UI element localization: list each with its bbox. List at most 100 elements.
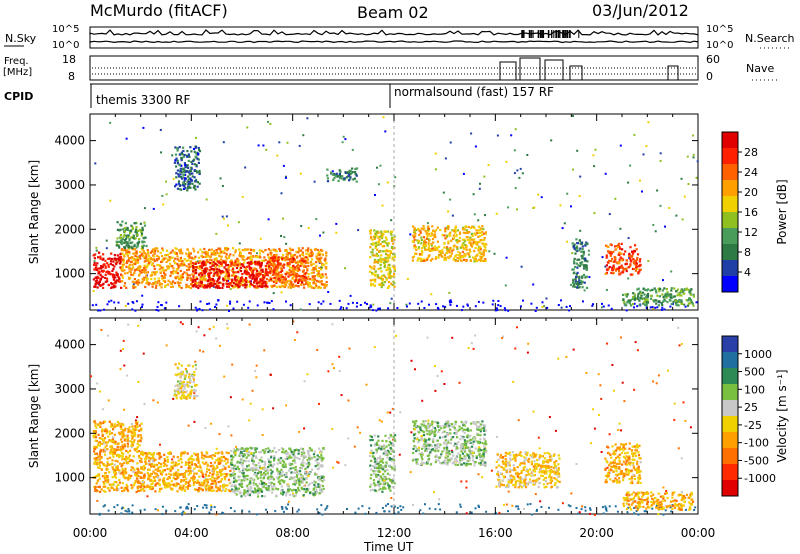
echo-cell: [370, 267, 373, 270]
echo-cell: [300, 261, 303, 264]
echo-cell: [94, 459, 97, 462]
echo-cell: [471, 238, 474, 241]
echo-cell: [122, 241, 125, 244]
scatter-cell: [331, 363, 334, 366]
ground-cell: [375, 309, 378, 312]
scatter-cell: [410, 431, 413, 434]
echo-cell: [232, 262, 235, 265]
echo-cell: [454, 230, 457, 233]
echo-cell: [94, 460, 97, 463]
echo-cell: [109, 260, 113, 263]
ground-cell: [565, 305, 568, 308]
echo-cell: [217, 462, 220, 465]
ground-cell: [633, 507, 636, 509]
echo-cell: [240, 266, 243, 269]
scatter-cell: [519, 167, 522, 170]
ground-cell: [160, 304, 163, 306]
echo-cell: [414, 245, 417, 249]
echo-cell: [689, 293, 692, 296]
echo-cell: [381, 240, 384, 244]
ground-cell: [390, 505, 393, 508]
echo-cell: [241, 273, 244, 276]
echo-cell: [249, 280, 252, 283]
echo-cell: [624, 250, 627, 253]
scatter-cell: [333, 367, 335, 370]
echo-cell: [433, 233, 437, 236]
echo-cell: [153, 472, 156, 475]
echo-cell: [195, 164, 198, 167]
echo-cell: [579, 279, 582, 282]
echo-cell: [473, 238, 476, 241]
scatter-cell: [341, 141, 344, 144]
echo-cell: [575, 238, 578, 241]
echo-cell: [287, 275, 290, 278]
echo-cell: [662, 295, 665, 299]
echo-cell: [270, 256, 273, 259]
scatter-cell: [481, 476, 484, 479]
echo-cell: [226, 484, 229, 487]
echo-cell: [188, 155, 191, 158]
ground-cell: [206, 303, 209, 305]
echo-cell: [149, 479, 152, 482]
echo-cell: [381, 258, 384, 261]
echo-cell: [369, 237, 373, 240]
ground-cell: [338, 299, 341, 302]
echo-cell: [197, 261, 200, 264]
echo-cell: [434, 247, 437, 250]
echo-cell: [120, 273, 123, 276]
echo-cell: [380, 283, 383, 286]
scatter-cell: [246, 126, 249, 129]
echo-cell: [283, 276, 287, 279]
scatter-cell: [107, 399, 110, 402]
echo-cell: [229, 282, 232, 285]
echo-cell: [248, 261, 251, 264]
echo-cell: [465, 248, 468, 251]
ground-cell: [669, 506, 672, 509]
ground-cell: [241, 509, 244, 512]
echo-cell: [246, 248, 249, 251]
scatter-cell: [619, 227, 622, 230]
scatter-cell: [598, 414, 600, 417]
scatter-cell: [313, 180, 316, 183]
echo-cell: [386, 268, 389, 272]
echo-cell: [221, 272, 224, 275]
ground-cell: [497, 300, 500, 302]
echo-cell: [609, 243, 612, 246]
ground-cell: [185, 507, 188, 510]
echo-cell: [470, 226, 473, 230]
ground-cell: [364, 512, 367, 515]
echo-cell: [676, 288, 680, 291]
echo-cell: [140, 254, 143, 257]
echo-cell: [386, 266, 389, 269]
echo-cell: [393, 255, 396, 258]
echo-cell: [177, 264, 180, 267]
echo-cell: [297, 260, 300, 263]
echo-cell: [102, 421, 105, 424]
echo-cell: [419, 231, 422, 235]
echo-cell: [370, 266, 373, 269]
echo-cell: [123, 471, 126, 474]
echo-cell: [158, 264, 161, 267]
echo-cell: [96, 262, 99, 265]
echo-cell: [123, 488, 126, 491]
echo-cell: [179, 263, 182, 266]
echo-cell: [310, 252, 313, 255]
echo-cell: [427, 233, 431, 236]
echo-cell: [127, 430, 130, 434]
echo-cell: [304, 272, 307, 275]
echo-cell: [157, 280, 160, 283]
echo-cell: [132, 236, 135, 239]
echo-cell: [455, 233, 458, 237]
echo-cell: [475, 229, 478, 232]
echo-cell: [670, 287, 673, 290]
echo-cell: [468, 231, 471, 234]
ground-cell: [477, 504, 480, 507]
echo-cell: [465, 245, 468, 248]
echo-cell: [177, 476, 180, 479]
echo-cell: [171, 265, 174, 268]
echo-cell: [214, 282, 217, 285]
echo-cell: [289, 270, 292, 274]
echo-cell: [377, 276, 381, 280]
echo-cell: [286, 272, 289, 275]
echo-cell: [165, 260, 168, 264]
